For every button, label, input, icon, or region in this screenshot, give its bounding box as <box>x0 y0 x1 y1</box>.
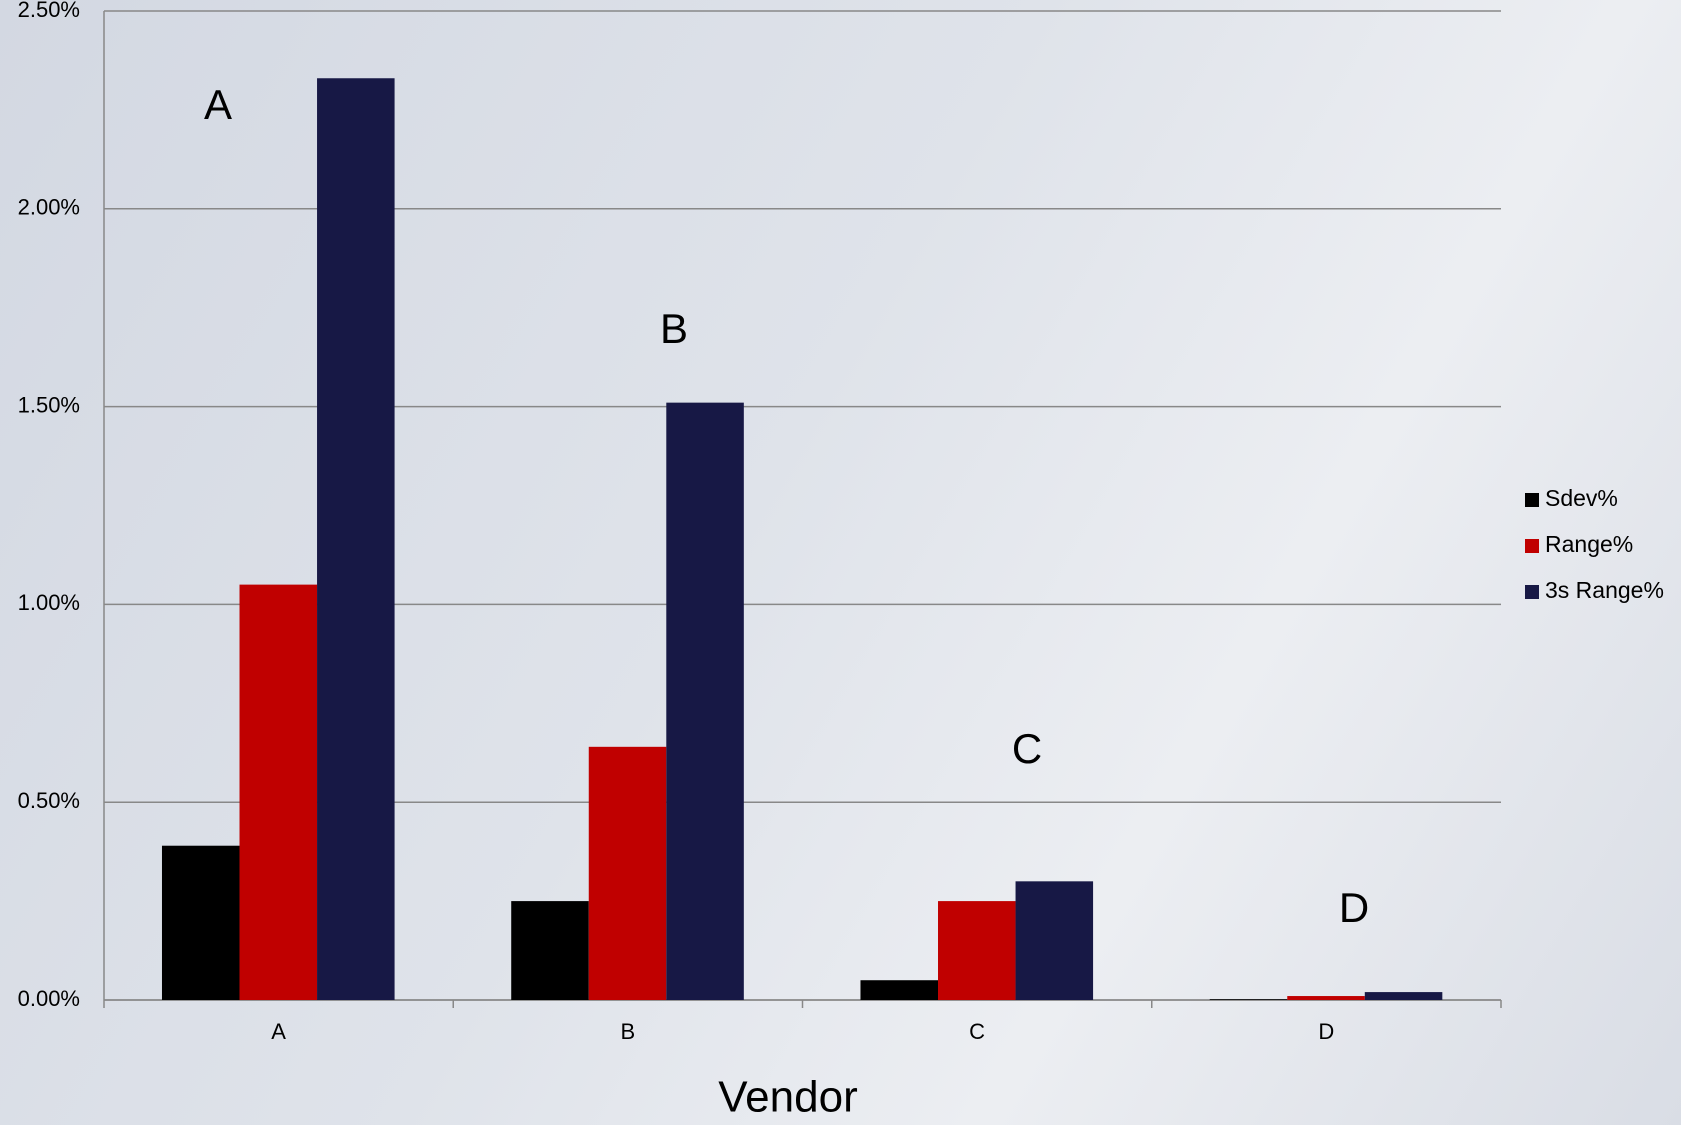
bar <box>938 901 1016 1000</box>
x-tick-label: D <box>1318 1019 1334 1044</box>
bar <box>588 746 667 1000</box>
x-tick-label: B <box>621 1019 636 1044</box>
bar <box>239 584 318 1000</box>
y-tick-label: 2.50% <box>18 0 80 22</box>
annotation: C <box>1012 725 1042 772</box>
y-tick-label: 0.00% <box>18 986 80 1011</box>
bar <box>1364 992 1443 1000</box>
x-axis-title: Vendor <box>718 1073 857 1122</box>
legend-label: 3s Range% <box>1545 577 1664 603</box>
x-tick-label: A <box>271 1019 286 1044</box>
y-tick-label: 1.50% <box>18 392 80 417</box>
bar <box>317 78 395 1000</box>
bar <box>1015 881 1094 1000</box>
legend-label: Sdev% <box>1545 485 1618 511</box>
y-tick-label: 1.00% <box>18 590 80 615</box>
legend-swatch <box>1525 585 1539 599</box>
bar <box>1209 999 1288 1000</box>
legend-swatch <box>1525 539 1539 553</box>
annotation: B <box>660 305 688 352</box>
bar <box>511 901 589 1000</box>
legend-swatch <box>1525 493 1539 507</box>
bar <box>666 402 744 1000</box>
bar <box>860 980 939 1000</box>
y-tick-label: 2.00% <box>18 195 80 220</box>
annotation: A <box>204 81 232 128</box>
bar <box>161 845 240 1000</box>
annotation: D <box>1339 884 1369 931</box>
bar <box>1287 996 1365 1000</box>
y-tick-label: 0.50% <box>18 788 80 813</box>
x-tick-label: C <box>969 1019 985 1044</box>
legend-label: Range% <box>1545 531 1633 557</box>
